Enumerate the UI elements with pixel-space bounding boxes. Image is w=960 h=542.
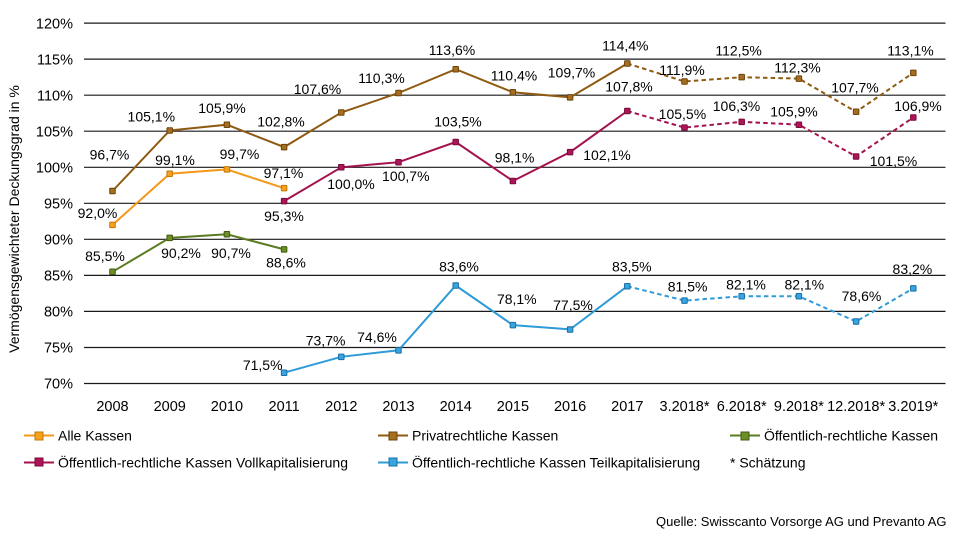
- svg-text:110,4%: 110,4%: [491, 68, 537, 84]
- svg-text:2012: 2012: [325, 399, 357, 415]
- svg-text:83,6%: 83,6%: [439, 259, 479, 275]
- svg-text:78,1%: 78,1%: [497, 291, 537, 307]
- svg-text:3.2018*: 3.2018*: [660, 399, 710, 415]
- svg-text:103,5%: 103,5%: [434, 114, 481, 130]
- svg-text:2014: 2014: [440, 399, 472, 415]
- svg-text:100%: 100%: [36, 161, 73, 177]
- svg-text:83,5%: 83,5%: [612, 259, 652, 275]
- svg-text:105,9%: 105,9%: [198, 100, 245, 116]
- svg-text:105,9%: 105,9%: [770, 104, 817, 120]
- svg-text:105,5%: 105,5%: [659, 106, 706, 122]
- svg-text:2015: 2015: [497, 399, 529, 415]
- svg-text:90,7%: 90,7%: [211, 245, 251, 261]
- svg-text:109,7%: 109,7%: [548, 65, 595, 81]
- svg-text:96,7%: 96,7%: [90, 147, 130, 163]
- svg-text:* Schätzung: * Schätzung: [730, 455, 806, 471]
- svg-text:102,1%: 102,1%: [583, 147, 630, 163]
- svg-text:95%: 95%: [44, 197, 73, 213]
- svg-text:Öffentlich-rechtliche Kassen: Öffentlich-rechtliche Kassen: [764, 427, 938, 444]
- svg-text:98,1%: 98,1%: [495, 150, 535, 166]
- svg-text:101,5%: 101,5%: [870, 153, 917, 169]
- svg-text:75%: 75%: [44, 341, 73, 357]
- svg-text:99,7%: 99,7%: [220, 146, 260, 162]
- svg-text:111,9%: 111,9%: [659, 62, 704, 78]
- svg-text:2011: 2011: [269, 399, 300, 415]
- svg-text:107,8%: 107,8%: [605, 79, 652, 95]
- svg-text:112,5%: 112,5%: [715, 43, 761, 59]
- svg-text:107,6%: 107,6%: [294, 81, 341, 97]
- svg-text:Öffentlich-rechtliche Kassen T: Öffentlich-rechtliche Kassen Teilkapital…: [412, 454, 700, 471]
- svg-text:2010: 2010: [211, 399, 243, 415]
- svg-text:2017: 2017: [611, 399, 643, 415]
- svg-text:107,7%: 107,7%: [831, 80, 878, 96]
- svg-text:85,5%: 85,5%: [85, 248, 125, 264]
- svg-text:102,8%: 102,8%: [257, 114, 304, 130]
- svg-text:12.2018*: 12.2018*: [827, 399, 885, 415]
- svg-text:90%: 90%: [44, 233, 73, 249]
- svg-text:85%: 85%: [44, 269, 73, 285]
- svg-text:Alle Kassen: Alle Kassen: [58, 428, 132, 444]
- svg-text:105%: 105%: [36, 124, 73, 140]
- svg-text:100,7%: 100,7%: [382, 168, 429, 184]
- svg-text:78,6%: 78,6%: [842, 288, 882, 304]
- svg-text:120%: 120%: [36, 16, 73, 32]
- svg-text:97,1%: 97,1%: [264, 165, 304, 181]
- svg-text:100,0%: 100,0%: [327, 176, 374, 192]
- svg-text:82,1%: 82,1%: [726, 277, 766, 293]
- svg-text:71,5%: 71,5%: [243, 357, 283, 373]
- svg-text:88,6%: 88,6%: [266, 255, 306, 271]
- svg-text:Privatrechtliche Kassen: Privatrechtliche Kassen: [412, 428, 558, 444]
- svg-text:73,7%: 73,7%: [306, 333, 346, 349]
- svg-text:Öffentlich-rechtliche Kassen V: Öffentlich-rechtliche Kassen Vollkapital…: [58, 454, 348, 471]
- svg-text:2013: 2013: [382, 399, 414, 415]
- svg-text:80%: 80%: [44, 305, 73, 321]
- svg-text:106,3%: 106,3%: [713, 98, 760, 114]
- svg-text:90,2%: 90,2%: [161, 245, 201, 261]
- svg-text:114,4%: 114,4%: [602, 38, 648, 54]
- svg-text:115%: 115%: [37, 52, 73, 68]
- svg-text:Vermögensgewichteter Deckungsg: Vermögensgewichteter Deckungsgrad in %: [6, 85, 22, 353]
- svg-text:105,1%: 105,1%: [128, 109, 175, 125]
- svg-text:113,6%: 113,6%: [429, 42, 475, 58]
- svg-text:110,3%: 110,3%: [358, 70, 404, 86]
- svg-text:2016: 2016: [554, 399, 586, 415]
- svg-text:70%: 70%: [44, 377, 73, 393]
- svg-text:92,0%: 92,0%: [78, 205, 118, 221]
- svg-text:110%: 110%: [37, 88, 73, 104]
- svg-text:112,3%: 112,3%: [774, 60, 820, 76]
- svg-text:9.2018*: 9.2018*: [774, 399, 824, 415]
- svg-text:6.2018*: 6.2018*: [717, 399, 767, 415]
- svg-text:Quelle: Swisscanto Vorsorge AG: Quelle: Swisscanto Vorsorge AG und Preva…: [656, 514, 947, 529]
- svg-text:74,6%: 74,6%: [357, 329, 397, 345]
- svg-text:77,5%: 77,5%: [553, 297, 593, 313]
- svg-text:2008: 2008: [96, 399, 128, 415]
- svg-text:83,2%: 83,2%: [893, 261, 933, 277]
- svg-text:81,5%: 81,5%: [668, 278, 708, 294]
- svg-text:106,9%: 106,9%: [894, 98, 941, 114]
- svg-text:99,1%: 99,1%: [155, 152, 195, 168]
- svg-text:3.2019*: 3.2019*: [888, 399, 938, 415]
- svg-text:95,3%: 95,3%: [264, 208, 304, 224]
- svg-text:82,1%: 82,1%: [784, 277, 824, 293]
- svg-text:113,1%: 113,1%: [887, 43, 933, 59]
- svg-text:2009: 2009: [154, 399, 186, 415]
